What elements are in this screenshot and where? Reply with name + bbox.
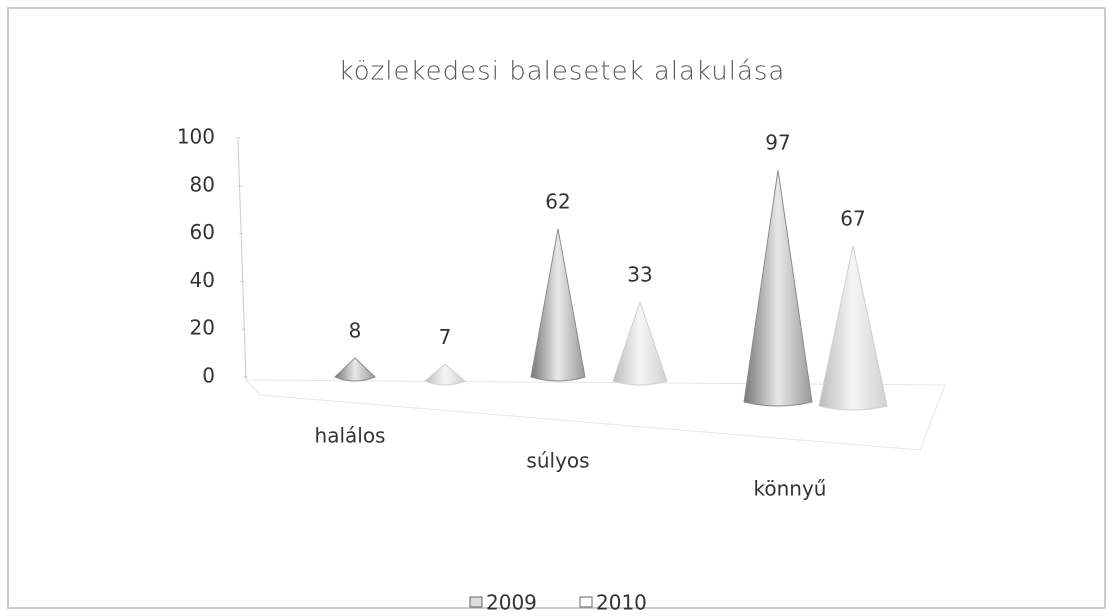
data-label: 67 bbox=[840, 206, 865, 230]
y-tick-label: 40 bbox=[190, 268, 215, 292]
chart-title: közlekedesi balesetek alakulása bbox=[339, 57, 786, 87]
y-tick-label: 0 bbox=[202, 364, 215, 388]
legend-label: 2009 bbox=[486, 591, 537, 615]
legend-label: 2010 bbox=[596, 591, 647, 615]
data-label: 7 bbox=[439, 325, 452, 349]
y-tick-label: 60 bbox=[190, 220, 215, 244]
legend-swatch bbox=[469, 596, 483, 608]
cone bbox=[530, 228, 586, 382]
axis-wall bbox=[237, 139, 247, 381]
chart-frame bbox=[7, 7, 1106, 609]
x-tick-label: halálos bbox=[315, 424, 386, 448]
data-label: 8 bbox=[349, 318, 362, 342]
cone bbox=[818, 245, 888, 411]
legend-swatch bbox=[579, 596, 593, 608]
x-tick-label: súlyos bbox=[526, 449, 589, 473]
cone bbox=[612, 300, 668, 386]
x-tick-label: könnyű bbox=[754, 477, 827, 501]
data-label: 97 bbox=[765, 131, 790, 155]
data-label: 62 bbox=[545, 189, 570, 213]
y-tick-label: 80 bbox=[190, 172, 215, 196]
cone bbox=[743, 170, 813, 407]
floor bbox=[244, 379, 946, 451]
data-label: 33 bbox=[627, 263, 652, 287]
cone bbox=[424, 363, 466, 386]
y-tick-label: 20 bbox=[190, 316, 215, 340]
y-tick-label: 100 bbox=[177, 125, 215, 149]
cone bbox=[334, 357, 376, 382]
